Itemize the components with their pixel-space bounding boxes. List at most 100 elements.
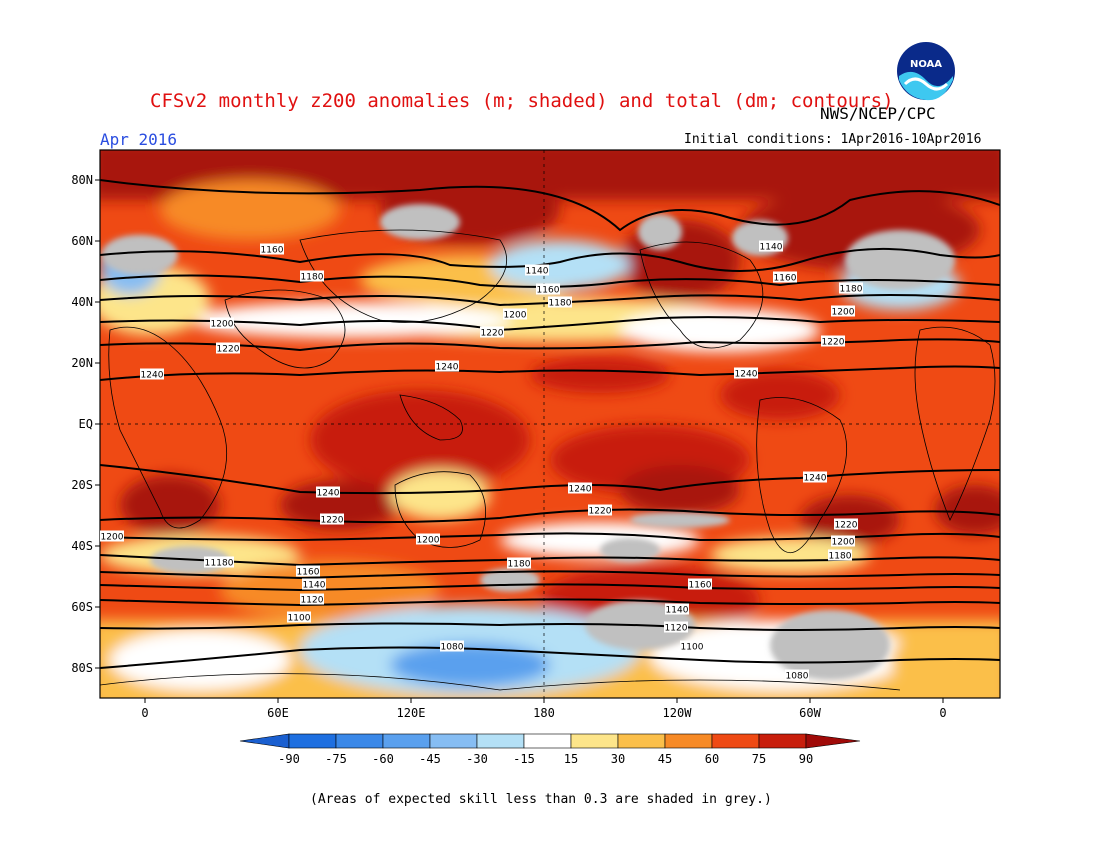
contour-label: 1180: [828, 549, 852, 562]
contour-label-text: 1080: [786, 672, 809, 682]
contour-label-text: 1200: [832, 538, 855, 548]
colorbar-label: 45: [657, 752, 673, 766]
lat-label-60s: 60S: [71, 600, 93, 614]
lat-label-80n: 80N: [71, 173, 93, 187]
skill-footnote: (Areas of expected skill less than 0.3 a…: [310, 792, 772, 807]
colorbar-label: -30: [466, 752, 488, 766]
contour-label-text: 1200: [832, 308, 855, 318]
contour-label-text: 1220: [321, 516, 344, 526]
contour-label: 1140: [759, 240, 783, 253]
initial-conditions: Initial conditions: 1Apr2016-10Apr2016: [684, 132, 982, 147]
contour-label-text: 1160: [774, 274, 797, 284]
contour-label: 1180: [507, 557, 531, 570]
contour-label-text: 1220: [822, 338, 845, 348]
colorbar-swatch: [476, 733, 525, 749]
contour-label-text: 1240: [317, 489, 340, 499]
contour-label-text: 1180: [829, 552, 852, 562]
contour-label: 1100: [680, 640, 704, 653]
contour-label-text: 1200: [101, 533, 124, 543]
contour-label: 1120: [664, 621, 688, 634]
contour-label-text: 1140: [303, 581, 326, 591]
lat-label-60n: 60N: [71, 234, 93, 248]
contour-label-text: 1220: [835, 521, 858, 531]
colorbar-label: -60: [372, 752, 394, 766]
lat-label-80s: 80S: [71, 661, 93, 675]
height-contours: [100, 179, 1000, 669]
contour-label: 1200: [503, 308, 527, 321]
contour-label-text: 1220: [481, 329, 504, 339]
colorbar-high-arrow: [805, 733, 861, 749]
contour-label: 1220: [588, 504, 612, 517]
contour-label: 1220: [320, 513, 344, 526]
lon-label-60e: 60E: [267, 706, 289, 720]
colorbar: [239, 733, 861, 749]
chart-title: CFSv2 monthly z200 anomalies (m; shaded)…: [150, 90, 894, 112]
colorbar-swatch: [570, 733, 619, 749]
contour-label: 1240: [568, 482, 592, 495]
colorbar-swatch: [758, 733, 807, 749]
contour-label: 1080: [785, 669, 809, 682]
lat-label-eq: EQ: [78, 417, 93, 431]
contour-label-text: 1180: [549, 299, 572, 309]
contour-label-text: 1200: [417, 536, 440, 546]
contour-label: 1240: [435, 360, 459, 373]
colorbar-swatch: [288, 733, 337, 749]
contour-label: 1080: [440, 640, 464, 653]
colorbar-label: 90: [798, 752, 814, 766]
colorbar-swatch: [664, 733, 713, 749]
contour-label: 1140: [525, 264, 549, 277]
contour-label: 1220: [834, 518, 858, 531]
contour-label-text: 1180: [840, 285, 863, 295]
axis-ticks: [95, 179, 944, 703]
colorbar-label: 60: [704, 752, 720, 766]
lon-label-0: 0: [141, 706, 149, 720]
contour-labels: 1160118012001220124011401160118012001220…: [100, 240, 863, 682]
colorbar-swatch: [617, 733, 666, 749]
contour-label: 1100: [287, 611, 311, 624]
contour-label-text: 1180: [508, 560, 531, 570]
contour-label: 1160: [536, 283, 560, 296]
colorbar-swatch: [523, 733, 572, 749]
colorbar-swatch: [335, 733, 384, 749]
contour-label: 1200: [831, 535, 855, 548]
contour-label-text: 1240: [141, 371, 164, 381]
contour-label-text: 1180: [211, 559, 234, 569]
lon-label-60w: 60W: [799, 706, 821, 720]
noaa-logo-text: NOAA: [910, 59, 942, 70]
contour-label-text: 1160: [537, 286, 560, 296]
contour-label-text: 1220: [217, 345, 240, 355]
coastlines: [100, 229, 996, 691]
contour-label-text: 1160: [689, 581, 712, 591]
colorbar-swatch: [382, 733, 431, 749]
lat-label-40s: 40S: [71, 539, 93, 553]
contour-label-text: 1120: [301, 596, 324, 606]
contour-label: 1140: [665, 603, 689, 616]
contour-label: 1160: [260, 243, 284, 256]
colorbar-label: -15: [513, 752, 535, 766]
contour-label-text: 1200: [504, 311, 527, 321]
contour-label-text: 1140: [760, 243, 783, 253]
contour-label: 1200: [210, 317, 234, 330]
contour-label: 1220: [821, 335, 845, 348]
contour-label-text: 1240: [804, 474, 827, 484]
contour-label-text: 1140: [526, 267, 549, 277]
contour-label: 1180: [548, 296, 572, 309]
contour-label-text: 1100: [681, 643, 704, 653]
colorbar-low-arrow: [239, 733, 290, 749]
contour-label: 1200: [831, 305, 855, 318]
contour-label-text: 1160: [261, 246, 284, 256]
contour-label: 1220: [216, 342, 240, 355]
contour-label-text: 1140: [666, 606, 689, 616]
contour-label: 1200: [416, 533, 440, 546]
colorbar-label: -90: [278, 752, 300, 766]
lat-label-20s: 20S: [71, 478, 93, 492]
contour-label-text: 1120: [665, 624, 688, 634]
noaa-logo: NOAA: [897, 42, 955, 101]
contour-label: 1240: [803, 471, 827, 484]
forecast-month: Apr 2016: [100, 130, 178, 149]
lat-label-40n: 40N: [71, 295, 93, 309]
contour-label: 1160: [688, 578, 712, 591]
contour-label: 1240: [316, 486, 340, 499]
lon-label-120e: 120E: [396, 706, 426, 720]
colorbar-label: -75: [325, 752, 347, 766]
